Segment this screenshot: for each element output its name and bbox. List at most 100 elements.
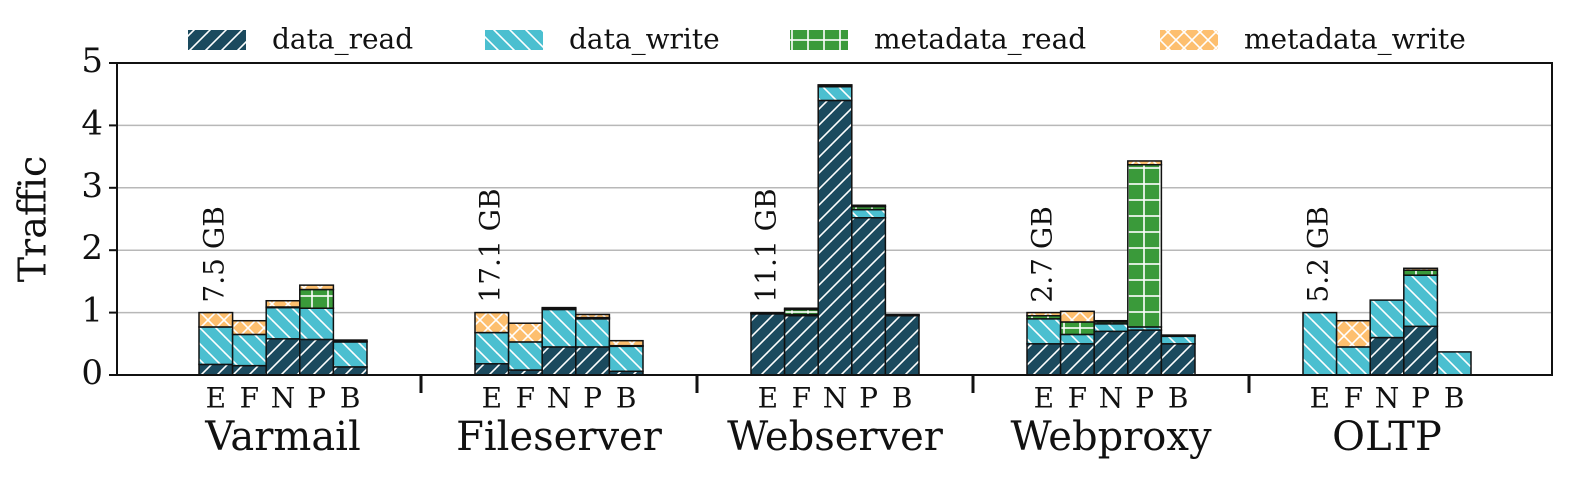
x-tick-label: B — [1444, 382, 1465, 415]
bar-segment — [1059, 310, 1095, 323]
bar-segment — [1026, 311, 1062, 317]
annotation: 2.7 GB — [1025, 206, 1058, 302]
annotation: 11.1 GB — [749, 188, 782, 302]
x-tick-label: B — [340, 382, 361, 415]
bar-segment — [1403, 274, 1439, 328]
x-tick-label: F — [1344, 382, 1363, 415]
legend-swatch — [790, 30, 848, 50]
bar-segment — [299, 288, 335, 309]
bar-segment — [1093, 319, 1129, 323]
bar-segment — [299, 338, 335, 376]
x-tick-label: E — [482, 382, 502, 415]
group-label: Webproxy — [1010, 414, 1211, 460]
x-tick-label: P — [859, 382, 878, 415]
x-tick-label: P — [1135, 382, 1154, 415]
x-tick-label: B — [892, 382, 913, 415]
bar-segment — [541, 308, 577, 348]
y-tick-label: 0 — [81, 353, 103, 393]
y-tick-label: 2 — [81, 228, 103, 268]
y-tick-label: 5 — [81, 41, 103, 81]
x-tick-label: N — [547, 382, 572, 415]
bar-segment — [1026, 318, 1062, 345]
bar-segment — [575, 318, 611, 348]
bar-segment — [608, 345, 644, 373]
legend-label: metadata_write — [1244, 23, 1466, 56]
bar-segment — [1127, 163, 1163, 328]
bar-segment — [1369, 336, 1405, 376]
x-tick-label: F — [1068, 382, 1087, 415]
bar-segment — [1403, 267, 1439, 271]
bar-segment — [1059, 321, 1095, 336]
bar-segment — [817, 99, 853, 376]
bar-segment — [474, 311, 510, 334]
y-tick-label: 4 — [81, 103, 103, 143]
bar-segment — [817, 84, 853, 87]
x-tick-label: F — [240, 382, 259, 415]
bar-segment — [817, 85, 853, 102]
bar-segment — [1436, 351, 1472, 376]
y-axis-label: Traffic — [11, 156, 55, 283]
bar-segment — [1093, 330, 1129, 376]
bar-segment — [851, 208, 887, 219]
y-tick-label: 1 — [81, 291, 103, 331]
bar-segment — [1127, 160, 1163, 166]
bar-segment — [1160, 343, 1196, 376]
x-tick-label: N — [1099, 382, 1124, 415]
bar-segment — [750, 311, 786, 314]
bar-segment — [851, 204, 887, 208]
bar-segment — [1369, 299, 1405, 339]
bar-segment — [851, 217, 887, 376]
bar-segment — [783, 314, 819, 376]
bar-segment — [1335, 346, 1371, 376]
x-tick-label: N — [823, 382, 848, 415]
bar-segment — [474, 363, 510, 376]
bar-segment — [1403, 325, 1439, 376]
bar-segment — [1302, 311, 1338, 376]
bar-segment — [332, 341, 368, 368]
bar-segment — [1093, 323, 1129, 333]
legend-label: metadata_read — [874, 23, 1086, 56]
annotation: 5.2 GB — [1301, 206, 1334, 302]
bar-segment — [265, 338, 301, 376]
legend-label: data_read — [272, 23, 413, 56]
legend-swatch — [1160, 30, 1218, 50]
legend-swatch — [188, 30, 246, 50]
x-tick-label: E — [1310, 382, 1330, 415]
bar-segment — [332, 366, 368, 376]
bar-segment — [575, 313, 611, 319]
group-label: Varmail — [204, 414, 361, 460]
x-tick-label: P — [583, 382, 602, 415]
bar-segment — [541, 306, 577, 310]
bar-segment — [231, 319, 267, 336]
bar-segment — [265, 306, 301, 340]
bar-segment — [608, 339, 644, 347]
bar-segment — [541, 346, 577, 376]
group-label: Webserver — [727, 414, 944, 460]
bar-segment — [507, 322, 543, 343]
bar-segment — [198, 311, 234, 328]
legend-swatch — [485, 30, 543, 50]
bar-segment — [1059, 343, 1095, 376]
x-tick-label: N — [271, 382, 296, 415]
bar-segment — [783, 307, 819, 311]
bar-segment — [884, 313, 920, 316]
bar-segment — [474, 331, 510, 365]
bar-segment — [1059, 333, 1095, 345]
bar-segment — [198, 326, 234, 366]
bar-segment — [231, 333, 267, 367]
bar-segment — [507, 341, 543, 371]
bar-segment — [884, 314, 920, 376]
x-tick-label: B — [616, 382, 637, 415]
bar-segment — [299, 284, 335, 291]
bar-segment — [750, 313, 786, 376]
bar-segment — [332, 339, 368, 343]
annotation: 7.5 GB — [197, 206, 230, 302]
x-tick-label: E — [1034, 382, 1054, 415]
bar-segment — [1335, 319, 1371, 348]
legend-label: data_write — [569, 23, 720, 56]
x-tick-label: F — [516, 382, 535, 415]
bar-segment — [575, 346, 611, 376]
x-tick-label: N — [1375, 382, 1400, 415]
bar-segment — [265, 299, 301, 308]
